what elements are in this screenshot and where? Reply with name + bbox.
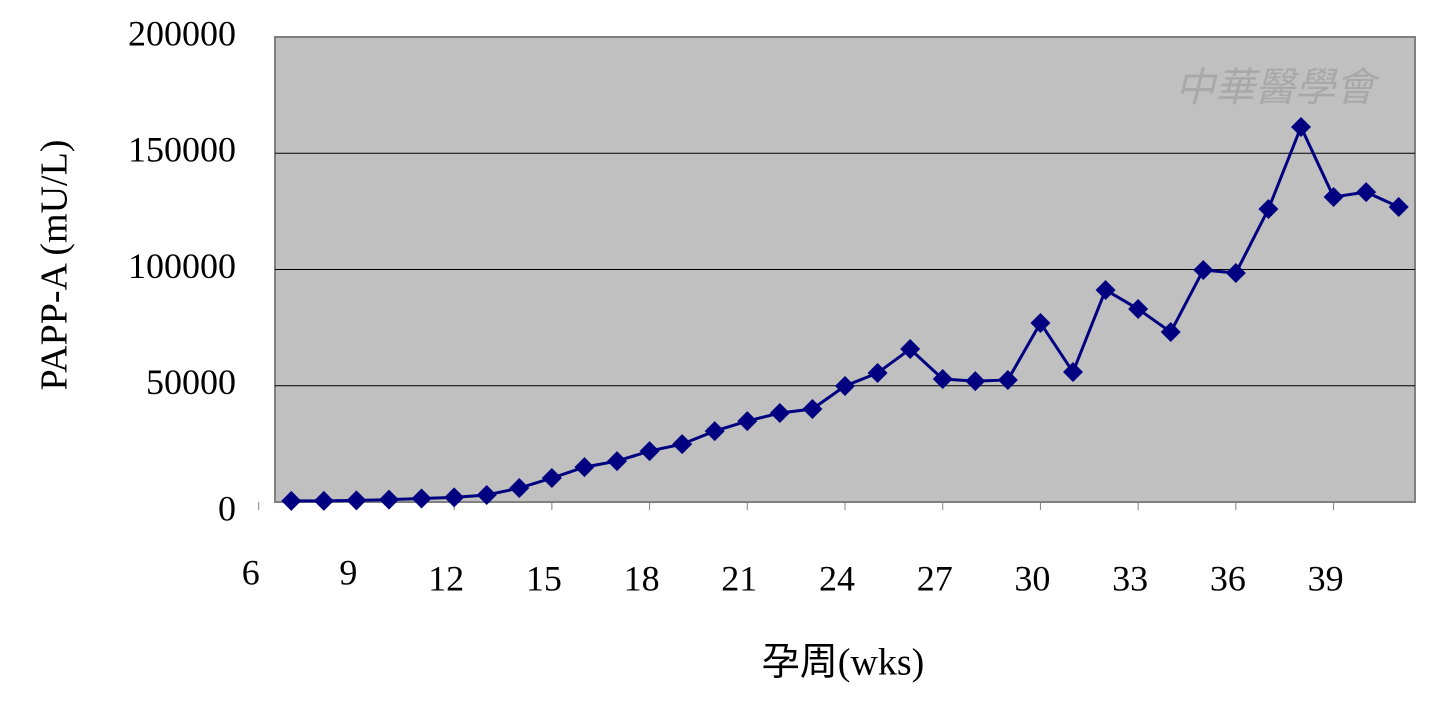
marker bbox=[769, 402, 790, 423]
x-tick-label: 33 bbox=[1112, 558, 1148, 598]
x-tick-label: 9 bbox=[339, 552, 357, 592]
y-tick-label: 150000 bbox=[128, 130, 236, 170]
marker bbox=[1291, 116, 1311, 137]
marker bbox=[672, 434, 693, 455]
marker bbox=[1030, 312, 1051, 333]
x-tick-label: 39 bbox=[1308, 558, 1344, 598]
marker bbox=[867, 362, 888, 383]
marker bbox=[835, 375, 855, 396]
marker bbox=[1095, 279, 1116, 300]
marker bbox=[1258, 199, 1279, 220]
marker bbox=[1323, 186, 1344, 207]
marker bbox=[607, 451, 627, 472]
x-tick-label: 6 bbox=[242, 552, 260, 592]
marker bbox=[509, 478, 530, 499]
x-tick-label: 21 bbox=[721, 558, 757, 598]
marker bbox=[313, 490, 334, 511]
y-tick-label: 200000 bbox=[128, 13, 236, 53]
marker bbox=[574, 457, 595, 478]
marker bbox=[379, 489, 399, 510]
marker bbox=[1225, 262, 1246, 283]
marker bbox=[932, 369, 953, 390]
marker bbox=[541, 468, 562, 489]
x-tick-label: 12 bbox=[428, 558, 464, 598]
marker bbox=[900, 339, 921, 360]
y-tick-label: 0 bbox=[218, 488, 236, 528]
x-axis-title: 孕周(wks) bbox=[762, 642, 925, 684]
marker bbox=[444, 487, 465, 508]
x-tick-label: 18 bbox=[624, 558, 660, 598]
marker bbox=[346, 490, 367, 511]
marker bbox=[411, 488, 432, 509]
marker bbox=[1388, 196, 1409, 217]
marker bbox=[1128, 299, 1149, 320]
marker bbox=[965, 371, 986, 392]
marker bbox=[802, 399, 823, 419]
marker bbox=[1063, 362, 1083, 383]
marker bbox=[737, 411, 758, 432]
marker bbox=[704, 421, 725, 442]
watermark: 中華醫學會 bbox=[1175, 65, 1380, 110]
x-tick-label: 27 bbox=[917, 558, 953, 598]
marker bbox=[639, 441, 660, 462]
marker bbox=[476, 485, 497, 506]
y-axis-title: PAPP-A (mU/L) bbox=[34, 140, 76, 391]
marker bbox=[1160, 322, 1181, 343]
marker bbox=[1356, 182, 1377, 203]
marker bbox=[997, 369, 1018, 390]
y-tick-label: 50000 bbox=[146, 362, 236, 402]
x-tick-label: 15 bbox=[526, 558, 562, 598]
x-tick-label: 24 bbox=[819, 558, 855, 598]
marker bbox=[281, 490, 302, 511]
y-tick-label: 100000 bbox=[128, 246, 236, 286]
x-tick-label: 36 bbox=[1210, 558, 1246, 598]
x-tick-label: 30 bbox=[1014, 558, 1050, 598]
marker bbox=[1193, 259, 1214, 280]
